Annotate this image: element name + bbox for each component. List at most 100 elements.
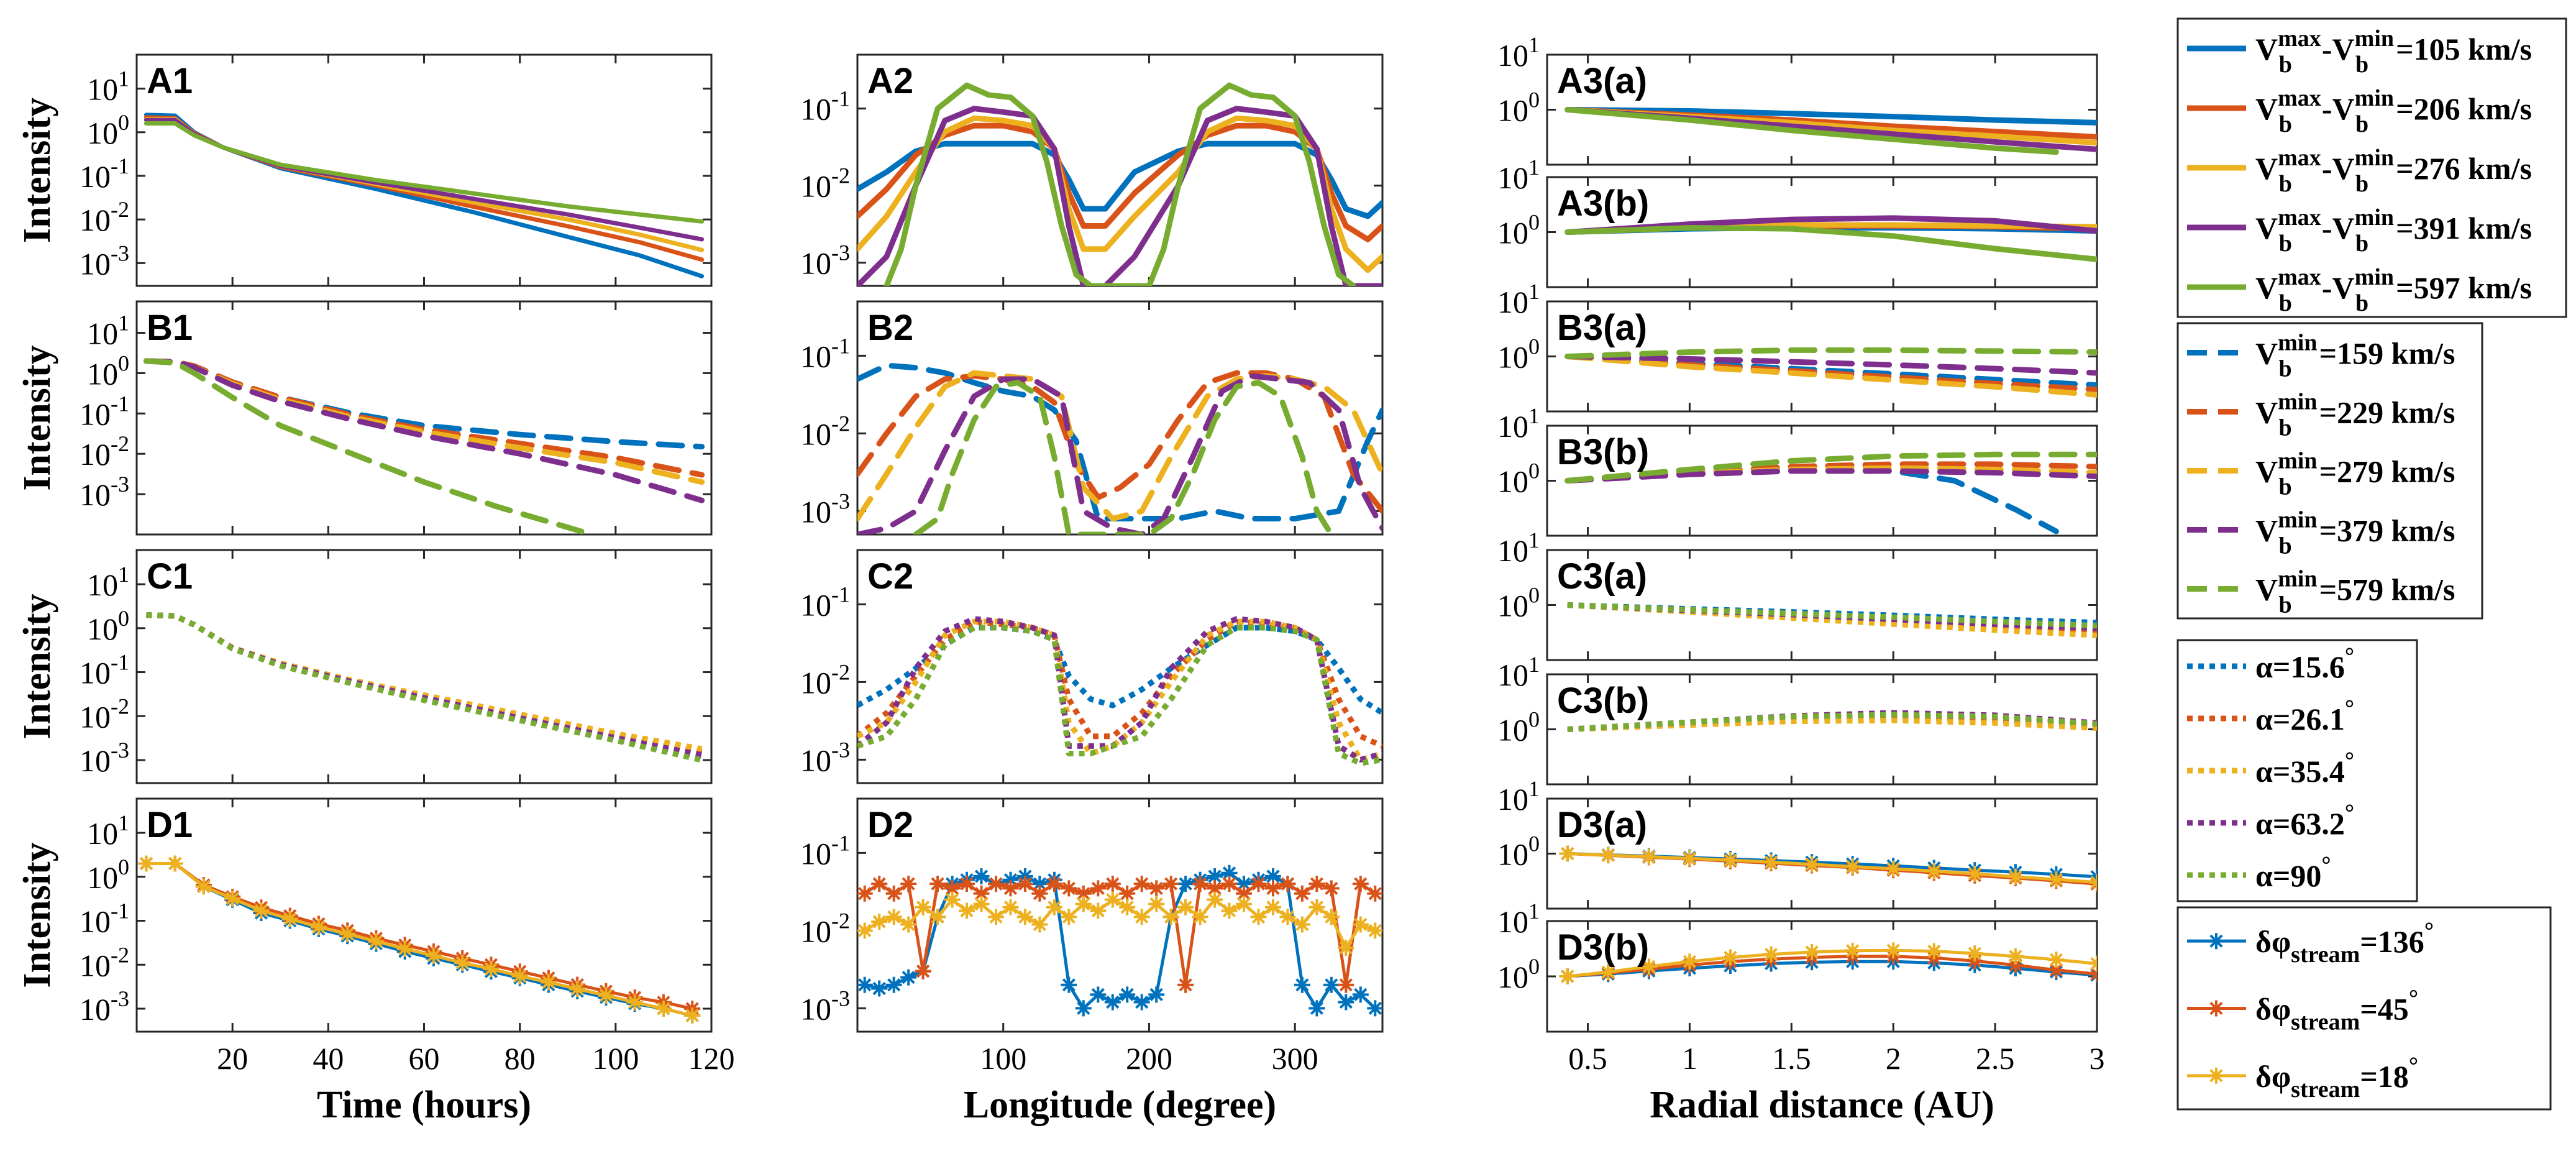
series-line-green bbox=[857, 625, 1382, 766]
series-line-green bbox=[143, 358, 595, 534]
panel-label: A3(a) bbox=[1557, 61, 1647, 101]
y-tick-label: 10-3 bbox=[80, 241, 129, 281]
series-marker-orange bbox=[1016, 876, 1033, 892]
series-marker-blue bbox=[1119, 986, 1136, 1003]
series-marker-blue bbox=[1352, 986, 1369, 1003]
y-tick-label: 10-1 bbox=[800, 830, 850, 871]
y-tick-label: 10-3 bbox=[800, 986, 850, 1026]
plot-area bbox=[1567, 710, 2097, 732]
y-axis-label: Intensity bbox=[16, 594, 58, 739]
series-line-purple bbox=[857, 616, 1382, 763]
series-marker-yellow bbox=[684, 1007, 701, 1024]
series-marker-yellow bbox=[224, 890, 241, 907]
series-marker-orange bbox=[1061, 880, 1077, 897]
legend-L4: δφstream=136° δφstream=45° δφstream=18° bbox=[2176, 906, 2552, 1111]
panel-label: D2 bbox=[867, 805, 913, 845]
series-line-purple bbox=[146, 612, 703, 758]
series-marker-yellow bbox=[1681, 850, 1698, 867]
panel-B3a: 101 100 B3(a) bbox=[1497, 279, 2098, 413]
x-axis-label: Radial distance (AU) bbox=[1650, 1084, 1994, 1126]
series-marker-yellow bbox=[396, 940, 413, 957]
y-tick-label: 100 bbox=[87, 351, 129, 391]
series-marker-yellow bbox=[1600, 846, 1617, 863]
plot-area bbox=[1567, 602, 2097, 638]
series-marker-orange bbox=[1162, 876, 1179, 892]
series-marker-blue bbox=[1265, 868, 1281, 884]
legend-entry-text: Vmin b =279 km/s bbox=[2255, 448, 2455, 500]
panel-D3a: 101 100 D3(a) bbox=[1497, 776, 2098, 910]
plot-area bbox=[143, 358, 705, 534]
series-marker-orange bbox=[944, 880, 961, 897]
legend-box bbox=[2176, 639, 2418, 902]
x-tick-label: 40 bbox=[313, 1041, 344, 1076]
series-marker-orange bbox=[915, 963, 931, 979]
series-marker-yellow bbox=[1016, 909, 1033, 925]
axes-frame bbox=[135, 549, 713, 784]
series-marker-yellow bbox=[857, 922, 873, 939]
legend-entry-text: δφstream=45° bbox=[2255, 986, 2418, 1035]
series-marker-blue bbox=[1148, 986, 1165, 1003]
y-tick-label: 101 bbox=[1497, 899, 1540, 939]
legend-L1: Vmax b -Vmin b =105 km/s Vmax b -Vmin b =206 km/s… bbox=[2176, 17, 2567, 318]
y-tick-label: 10-3 bbox=[800, 488, 850, 529]
series-marker-orange bbox=[1031, 885, 1048, 902]
plot-area bbox=[144, 112, 705, 278]
y-tick-label: 101 bbox=[1497, 528, 1540, 568]
series-marker-orange bbox=[929, 876, 946, 892]
series-marker-yellow bbox=[1279, 909, 1296, 925]
y-tick-label: 100 bbox=[87, 110, 129, 150]
plot-area bbox=[1564, 451, 2097, 534]
panel-label: D3(b) bbox=[1557, 927, 1649, 968]
series-marker-blue bbox=[1090, 986, 1107, 1003]
plot-area bbox=[857, 82, 1382, 286]
series-marker-yellow bbox=[569, 981, 586, 997]
series-marker-yellow bbox=[885, 909, 902, 925]
axes-frame bbox=[856, 549, 1384, 784]
legend-entry-text: Vmin b =379 km/s bbox=[2255, 507, 2455, 559]
series-marker-orange bbox=[988, 876, 1004, 892]
y-tick-label: 10-3 bbox=[80, 472, 129, 512]
axes-frame bbox=[856, 53, 1384, 287]
series-marker-orange bbox=[1279, 876, 1296, 892]
y-tick-label: 101 bbox=[1497, 652, 1540, 692]
series-marker-yellow bbox=[1221, 902, 1238, 919]
y-tick-label: 10-1 bbox=[80, 391, 129, 431]
series-line-green bbox=[884, 82, 1356, 286]
series-line-green bbox=[1564, 225, 2097, 262]
series-marker-yellow bbox=[929, 909, 946, 925]
series-marker-yellow bbox=[1090, 902, 1107, 919]
series-marker-yellow bbox=[1966, 945, 1983, 962]
series-marker-blue bbox=[1294, 976, 1310, 993]
series-marker-yellow bbox=[1119, 899, 1136, 915]
series-marker-yellow bbox=[1002, 899, 1019, 915]
series-marker-orange bbox=[900, 876, 917, 892]
legend-entry-text: δφstream=136° bbox=[2255, 918, 2434, 968]
y-tick-label: 100 bbox=[87, 606, 129, 646]
y-tick-label: 101 bbox=[87, 311, 129, 351]
y-tick-label: 10-3 bbox=[800, 241, 850, 281]
series-marker-yellow bbox=[1925, 943, 1942, 960]
series-line-green bbox=[913, 380, 1335, 534]
series-marker-yellow bbox=[655, 1001, 672, 1017]
series-marker-yellow bbox=[944, 891, 961, 908]
series-line-purple bbox=[1564, 354, 2097, 376]
plot-area bbox=[138, 855, 701, 1024]
y-tick-label: 10-2 bbox=[800, 163, 850, 204]
y-tick-label: 100 bbox=[1497, 954, 1540, 994]
legend-entry-text: α=63.2° bbox=[2255, 800, 2354, 841]
panel-B2: 10-1 10-2 10-3 B2 bbox=[800, 300, 1384, 536]
axes-frame bbox=[856, 797, 1384, 1033]
series-marker-yellow bbox=[339, 925, 356, 942]
y-tick-label: 10-3 bbox=[800, 737, 850, 777]
series-marker-blue bbox=[1221, 864, 1238, 881]
y-tick-label: 10-1 bbox=[80, 154, 129, 194]
plot-area bbox=[146, 612, 703, 763]
series-line-yellow bbox=[857, 618, 1382, 763]
panel-A2: 10-1 10-2 10-3 A2 bbox=[800, 53, 1384, 287]
series-marker-yellow bbox=[1323, 909, 1340, 925]
series-marker-yellow bbox=[1104, 891, 1121, 908]
series-line-blue bbox=[146, 612, 703, 759]
plot-area bbox=[1559, 942, 2097, 984]
series-marker-yellow bbox=[195, 878, 212, 895]
series-line-green bbox=[1564, 347, 2097, 359]
